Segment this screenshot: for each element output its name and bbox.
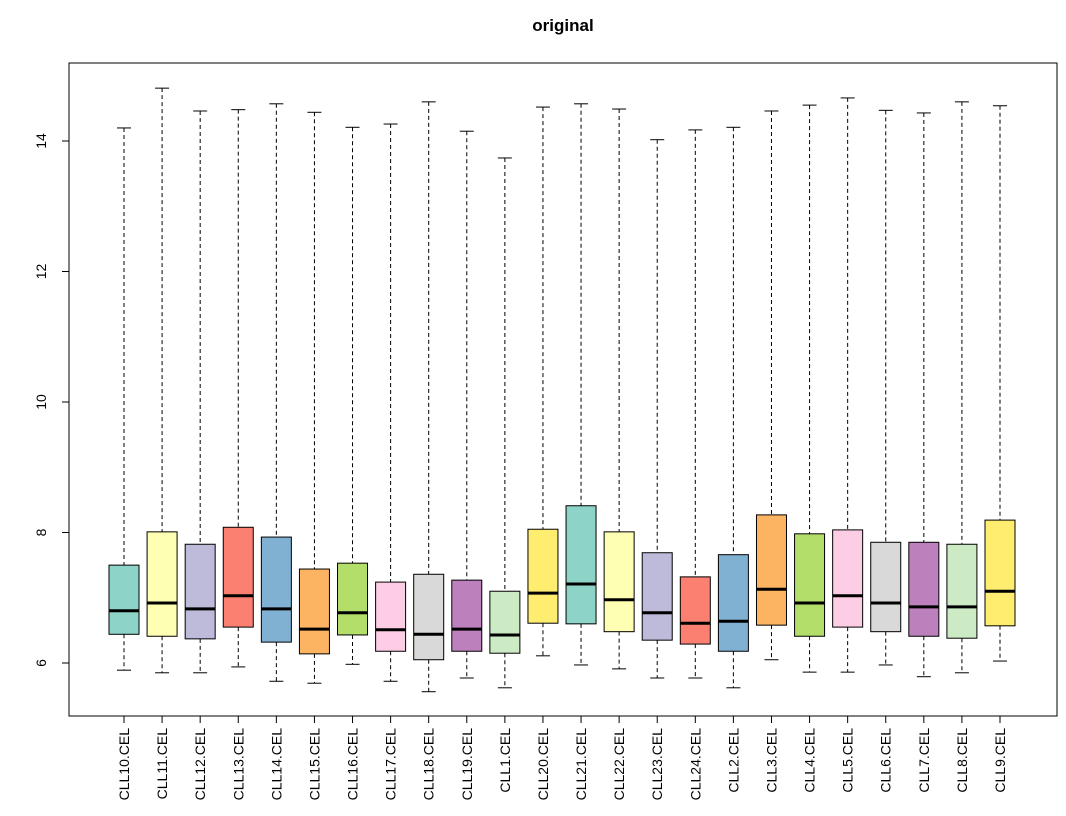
iqr-box (603, 531, 635, 633)
iqr-box (679, 576, 711, 645)
iqr-box (794, 533, 826, 637)
box-CLL7.CEL (908, 112, 940, 678)
iqr-box (184, 543, 216, 640)
x-tick-label: CLL13.CEL (230, 728, 246, 801)
box-CLL14.CEL (260, 103, 292, 682)
x-tick-label: CLL24.CEL (687, 728, 703, 801)
x-tick-label: CLL16.CEL (345, 728, 361, 801)
x-tick-label: CLL1.CEL (497, 728, 513, 793)
iqr-box (527, 528, 559, 624)
x-tick-label: CLL23.CEL (649, 728, 665, 801)
box-CLL15.CEL (298, 111, 330, 684)
iqr-box (984, 519, 1016, 627)
x-tick-label: CLL5.CEL (840, 728, 856, 793)
iqr-box (222, 526, 254, 628)
iqr-box (337, 562, 369, 636)
x-tick-label: CLL4.CEL (802, 728, 818, 793)
box-CLL19.CEL (451, 130, 483, 679)
box-CLL21.CEL (565, 103, 597, 666)
iqr-box (832, 529, 864, 628)
iqr-box (108, 564, 140, 635)
chart-title: original (532, 16, 593, 35)
box-CLL4.CEL (794, 104, 826, 673)
box-CLL12.CEL (184, 110, 216, 674)
y-tick-label: 12 (33, 264, 49, 280)
box-CLL2.CEL (717, 126, 749, 689)
y-tick-label: 8 (33, 528, 49, 536)
x-tick-label: CLL12.CEL (192, 728, 208, 801)
box-CLL11.CEL (146, 87, 178, 674)
iqr-box (870, 541, 902, 633)
iqr-box (146, 531, 178, 637)
box-CLL24.CEL (679, 129, 711, 679)
y-axis: 6 8 10 12 14 (33, 133, 70, 667)
iqr-box (260, 536, 292, 643)
y-tick-label: 10 (33, 394, 49, 410)
x-tick-label: CLL20.CEL (535, 728, 551, 801)
iqr-box (717, 554, 749, 652)
box-CLL1.CEL (489, 157, 521, 689)
x-tick-label: CLL22.CEL (611, 728, 627, 801)
box-CLL9.CEL (984, 105, 1016, 662)
x-tick-label: CLL17.CEL (383, 728, 399, 801)
box-CLL16.CEL (337, 126, 369, 665)
box-CLL18.CEL (413, 101, 445, 693)
iqr-box (565, 505, 597, 625)
x-tick-label: CLL21.CEL (573, 728, 589, 801)
box-CLL23.CEL (641, 139, 673, 679)
x-tick-label: CLL14.CEL (268, 728, 284, 801)
x-tick-label: CLL6.CEL (878, 728, 894, 793)
iqr-box (451, 579, 483, 652)
box-CLL6.CEL (870, 109, 902, 666)
iqr-box (908, 541, 940, 637)
iqr-box (755, 514, 787, 626)
iqr-box (489, 590, 521, 654)
boxes (108, 87, 1016, 693)
x-tick-label: CLL10.CEL (116, 728, 132, 801)
iqr-box (298, 568, 330, 655)
x-axis: CLL10.CEL CLL11.CEL CLL12.CEL CLL13.CEL CLL1… (116, 715, 1008, 801)
box-CLL13.CEL (222, 109, 254, 668)
x-tick-label: CLL15.CEL (306, 728, 322, 801)
box-CLL8.CEL (946, 101, 978, 674)
x-tick-label: CLL9.CEL (992, 728, 1008, 793)
x-tick-label: CLL2.CEL (725, 728, 741, 793)
y-tick-label: 6 (33, 659, 49, 667)
box-CLL17.CEL (375, 123, 407, 682)
x-tick-label: CLL19.CEL (459, 728, 475, 801)
x-tick-label: CLL3.CEL (763, 728, 779, 793)
box-CLL5.CEL (832, 97, 864, 673)
iqr-box (413, 573, 445, 661)
x-tick-label: CLL11.CEL (154, 728, 170, 800)
iqr-box (375, 581, 407, 652)
box-CLL20.CEL (527, 106, 559, 657)
iqr-box (641, 552, 673, 641)
x-tick-label: CLL8.CEL (954, 728, 970, 793)
box-CLL3.CEL (755, 110, 787, 661)
box-CLL10.CEL (108, 127, 140, 671)
box-CLL22.CEL (603, 108, 635, 670)
x-tick-label: CLL18.CEL (421, 728, 437, 801)
x-tick-label: CLL7.CEL (916, 728, 932, 793)
iqr-box (946, 543, 978, 639)
y-tick-label: 14 (33, 133, 49, 149)
